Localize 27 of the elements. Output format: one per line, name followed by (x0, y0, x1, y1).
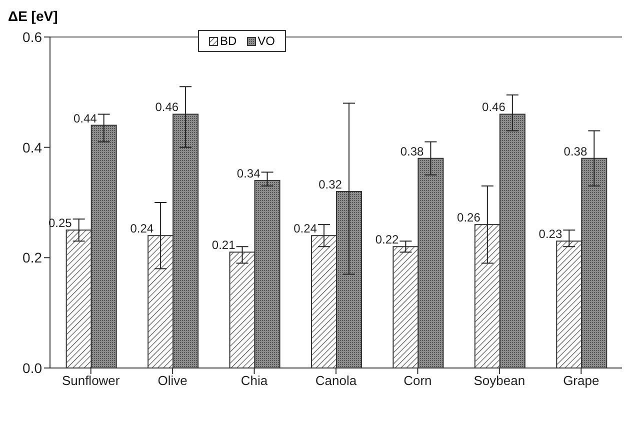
data-label: 0.24 (130, 222, 154, 236)
y-tick-label: 0.2 (22, 250, 42, 266)
legend-label: VO (256, 34, 276, 48)
y-axis-title: ΔE [eV] (8, 8, 58, 24)
data-label: 0.38 (564, 144, 588, 158)
y-tick-label: 0.0 (22, 360, 42, 376)
data-label: 0.21 (212, 238, 236, 252)
y-tick-label: 0.6 (22, 28, 42, 45)
x-tick-label: Olive (158, 373, 188, 388)
data-label: 0.26 (457, 210, 481, 225)
y-tick-label: 0.4 (22, 139, 42, 156)
data-label: 0.46 (482, 100, 506, 114)
data-label: 0.38 (400, 144, 424, 158)
x-tick-label: Corn (404, 373, 432, 388)
x-tick-label: Canola (315, 373, 358, 388)
data-label: 0.32 (318, 177, 342, 192)
data-label: 0.34 (236, 166, 261, 180)
data-label: 0.23 (538, 227, 562, 242)
data-label: 0.44 (73, 111, 98, 126)
data-label: 0.22 (375, 232, 400, 247)
data-label: 0.46 (155, 100, 179, 114)
x-tick-label: Soybean (474, 373, 526, 388)
x-tick-label: Sunflower (62, 373, 120, 388)
x-tick-label: Grape (563, 373, 600, 388)
data-label: 0.24 (294, 222, 318, 236)
x-tick-label: Chia (240, 373, 268, 388)
legend-label: BD (219, 34, 237, 48)
